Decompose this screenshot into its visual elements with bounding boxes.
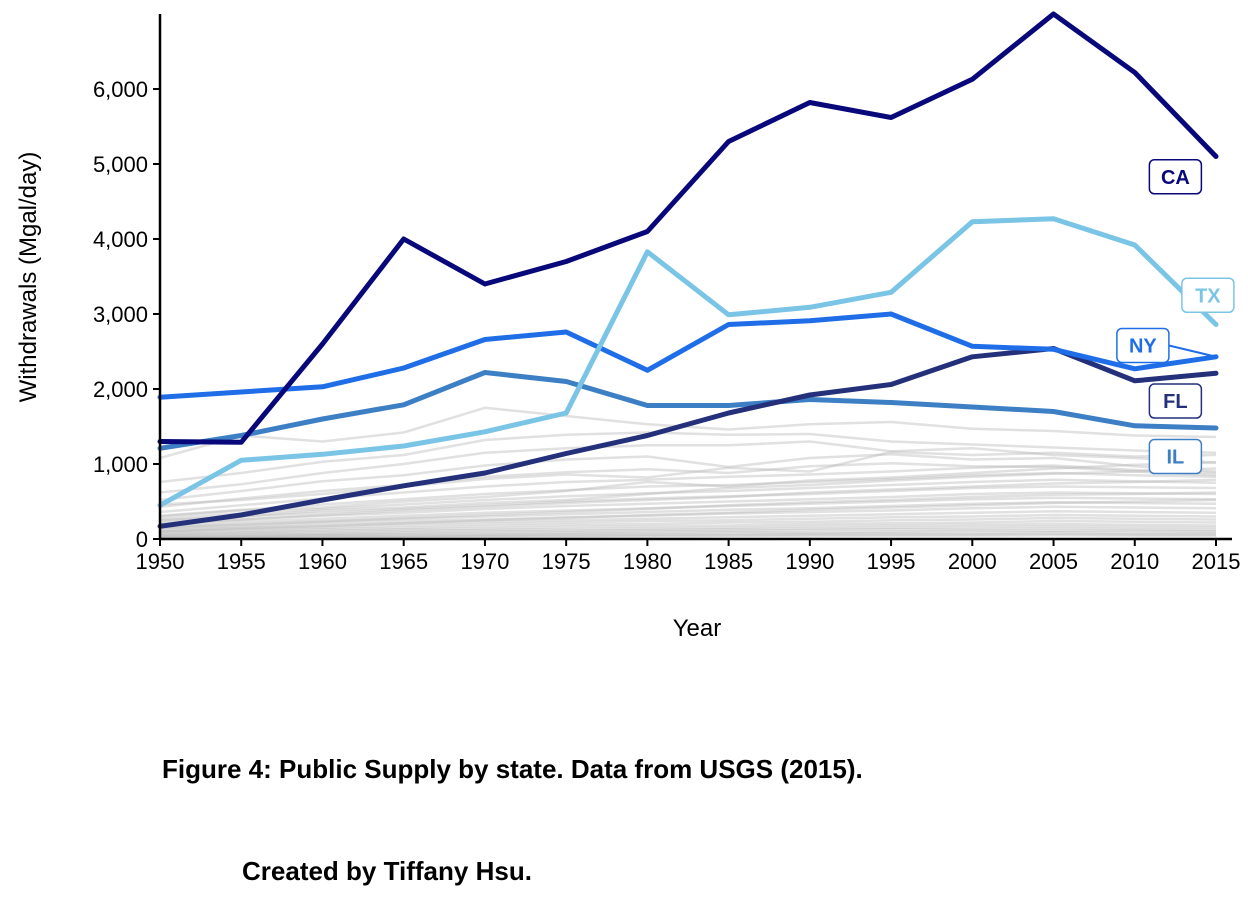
x-tick-label-2010: 2010 [1110,549,1159,574]
x-tick-label-2015: 2015 [1192,549,1241,574]
state-line-background-4 [159,462,1217,509]
state-line-background-23 [159,534,1216,540]
series-label-box [1116,327,1170,364]
state-line-background-18 [159,525,1217,537]
figure-caption: Figure 4: Public Supply by state. Data f… [162,684,863,922]
state-line-background-17 [159,522,1217,536]
series-line-ca [157,11,1219,445]
state-line-background-11 [159,501,1217,529]
series-line-ny [157,311,1219,400]
state-line-background-25 [159,461,1217,518]
line-chart: 1950 1955 1960 1965 1970 1975 1980 1985 1990 1995… [15,11,1241,642]
x-tick-label-2000: 2000 [948,549,997,574]
series-label-box [1181,277,1235,313]
state-line-background-24 [159,450,1217,506]
series-label-tx: TX [1181,277,1235,313]
state-line-background-19 [159,527,1217,538]
series-label-text: FL [1163,391,1187,413]
x-axis-title: Year [673,615,722,642]
state-line-background-6 [159,471,1217,518]
state-line-background-13 [159,510,1217,532]
x-tick-label-2005: 2005 [1029,549,1078,574]
state-line-background-3 [159,453,1217,502]
y-axis-ticks: 0 1,000 2,000 3,000 4,000 5,000 6,000 [93,77,160,552]
state-line-background-7 [159,478,1217,521]
series-line-tx [157,216,1219,508]
y-tick-label-0: 0 [136,527,148,552]
y-tick-label-5000: 5,000 [93,152,148,177]
caption-line-2: Created by Tiffany Hsu. [242,856,532,886]
state-line-background-8 [159,485,1217,523]
x-tick-label-1955: 1955 [217,549,266,574]
series-label-box [1148,438,1203,475]
series-label-il: IL [1148,438,1203,475]
x-tick-label-1985: 1985 [704,549,753,574]
state-line-background-9 [159,491,1217,525]
series-label-text: NY [1129,336,1157,358]
state-line-background-26 [159,467,1217,522]
x-tick-label-1965: 1965 [379,549,428,574]
state-line-background-2 [159,440,1217,494]
state-line-background-22 [159,532,1216,540]
series-label-box [1148,159,1203,195]
x-tick-label-1960: 1960 [298,549,347,574]
state-line-background-0 [159,406,1217,460]
y-axis-title: Withdrawals (Mgal/day) [15,152,42,403]
x-tick-label-1980: 1980 [623,549,672,574]
state-line-background-20 [159,529,1217,539]
state-line-background-27 [159,478,1217,526]
state-line-background-15 [159,516,1217,534]
y-tick-label-4000: 4,000 [93,227,148,252]
y-tick-label-3000: 3,000 [93,302,148,327]
series-labels: CA TX NY FL IL [1116,159,1235,475]
label-leader-ny [1168,344,1217,358]
series-line-il [157,370,1219,451]
series-label-fl: FL [1148,383,1203,419]
state-line-background-29 [159,498,1217,533]
background-state-lines [159,406,1217,540]
state-line-background-12 [159,505,1217,530]
series-label-ca: CA [1148,159,1203,195]
x-tick-label-1950: 1950 [136,549,185,574]
series-label-text: TX [1195,285,1221,307]
state-line-background-10 [159,496,1217,527]
y-tick-label-1000: 1,000 [93,452,148,477]
state-line-background-14 [159,513,1217,533]
series-label-text: CA [1161,167,1190,189]
series-label-ny: NY [1116,327,1170,364]
highlighted-state-lines [157,11,1219,529]
x-axis-ticks: 1950 1955 1960 1965 1970 1975 1980 1985 1990 1995… [136,539,1241,574]
x-tick-label-1975: 1975 [542,549,591,574]
x-tick-label-1970: 1970 [460,549,509,574]
caption-line-1: Figure 4: Public Supply by state. Data f… [162,754,863,784]
state-line-background-1 [159,431,1217,484]
series-label-text: IL [1166,447,1184,469]
state-line-background-21 [159,531,1216,539]
y-tick-label-6000: 6,000 [93,77,148,102]
x-tick-label-1990: 1990 [785,549,834,574]
series-label-box [1148,383,1203,419]
x-tick-label-1995: 1995 [867,549,916,574]
y-tick-label-2000: 2,000 [93,377,148,402]
state-line-background-16 [159,519,1217,536]
state-line-background-28 [159,491,1217,530]
